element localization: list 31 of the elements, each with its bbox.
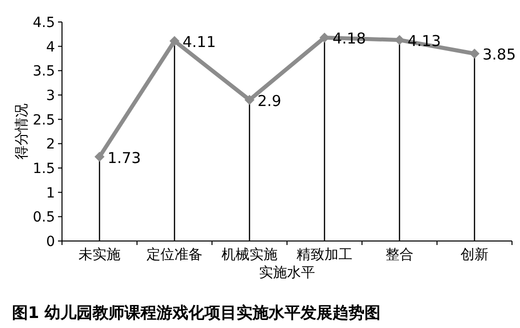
y-tick-label: 2.5 [32, 112, 55, 128]
x-tick-label: 定位准备 [146, 247, 202, 263]
data-label: 1.73 [108, 148, 141, 167]
point [244, 94, 254, 105]
text: 图1 幼儿园教师课程游戏化项目实施水平发展趋势图 [12, 303, 381, 322]
y-tick-label: 2 [46, 136, 55, 153]
point [94, 152, 104, 162]
y-tick-label: 0.5 [32, 210, 55, 226]
y-tick-label: 1.5 [32, 161, 55, 177]
x-tick-label: 精致加工 [296, 247, 352, 263]
y-tick-label: 3 [46, 88, 55, 104]
y-axis-title: 得分情况 [14, 104, 30, 160]
point [394, 35, 404, 46]
data-label: 3.85 [482, 46, 516, 64]
x-tick-label: 未实施 [78, 247, 120, 263]
x-tick-label: 创新 [460, 247, 488, 263]
x-tick-label: 整合 [386, 247, 414, 263]
y-tick-label: 4 [46, 39, 56, 56]
y-tick-label: 4.5 [32, 15, 55, 31]
point [470, 48, 480, 59]
y-tick-label: 1 [46, 185, 55, 202]
y-tick-label: 0 [46, 234, 55, 250]
data-label: 2.9 [258, 92, 282, 110]
x-tick-label: 机械实施 [222, 247, 278, 263]
x-axis-title: 实施水平 [259, 265, 315, 281]
point [170, 36, 180, 46]
data-label: 4.11 [182, 32, 216, 51]
point [320, 32, 330, 43]
data-label: 4.13 [408, 32, 441, 50]
data-label: 4.18 [332, 30, 366, 48]
y-tick-label: 3.5 [32, 64, 55, 80]
